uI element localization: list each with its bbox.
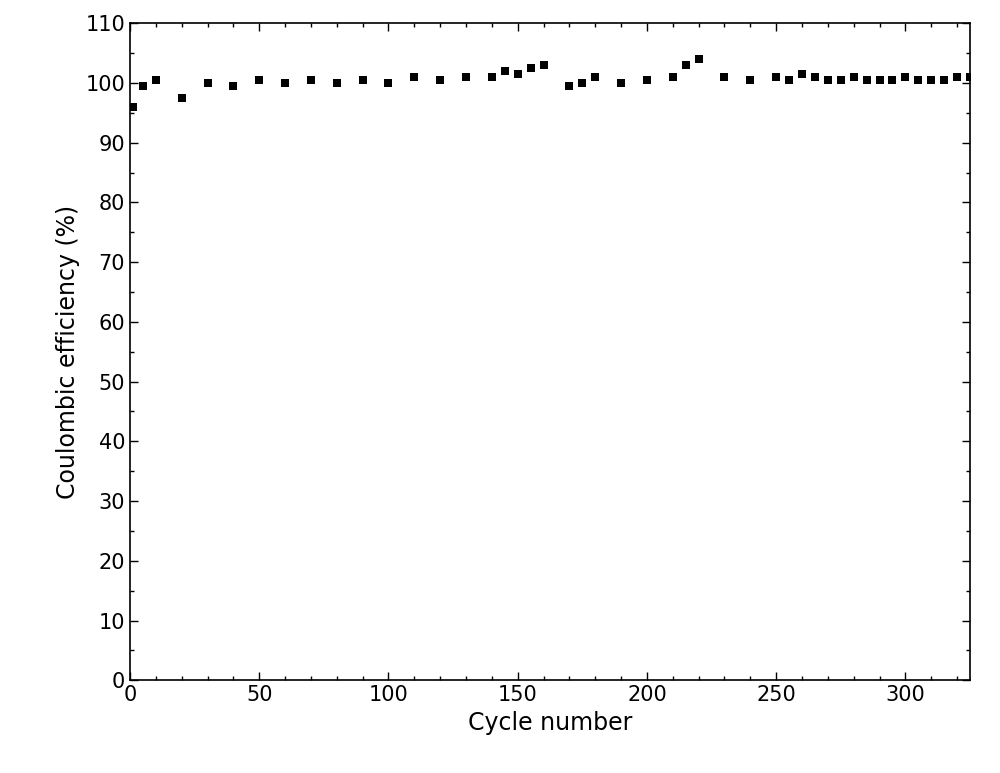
Point: [329, 77, 345, 89]
Point: [200, 77, 216, 89]
Point: [613, 77, 629, 89]
X-axis label: Cycle number: Cycle number: [468, 710, 632, 734]
Point: [174, 92, 190, 104]
Point: [510, 68, 526, 80]
Point: [833, 73, 849, 86]
Point: [678, 59, 694, 71]
Point: [859, 73, 875, 86]
Point: [639, 73, 655, 86]
Point: [355, 73, 371, 86]
Point: [794, 68, 810, 80]
Y-axis label: Coulombic efficiency (%): Coulombic efficiency (%): [56, 205, 80, 499]
Point: [742, 73, 758, 86]
Point: [768, 71, 784, 83]
Point: [277, 77, 293, 89]
Point: [936, 73, 952, 86]
Point: [962, 71, 978, 83]
Point: [523, 62, 539, 74]
Point: [587, 71, 603, 83]
Point: [406, 71, 422, 83]
Point: [665, 71, 681, 83]
Point: [923, 73, 939, 86]
Point: [897, 71, 913, 83]
Point: [303, 73, 319, 86]
Point: [846, 71, 862, 83]
Point: [148, 73, 164, 86]
Point: [574, 77, 590, 89]
Point: [884, 73, 900, 86]
Point: [380, 77, 396, 89]
Point: [716, 71, 732, 83]
Point: [561, 80, 577, 92]
Point: [432, 73, 448, 86]
Point: [781, 73, 797, 86]
Point: [807, 71, 823, 83]
Point: [820, 73, 836, 86]
Point: [497, 65, 513, 77]
Point: [949, 71, 965, 83]
Point: [872, 73, 888, 86]
Point: [458, 71, 474, 83]
Point: [691, 53, 707, 65]
Point: [910, 73, 926, 86]
Point: [125, 100, 141, 113]
Point: [536, 59, 552, 71]
Point: [484, 71, 500, 83]
Point: [225, 80, 241, 92]
Point: [251, 73, 267, 86]
Point: [135, 80, 151, 92]
